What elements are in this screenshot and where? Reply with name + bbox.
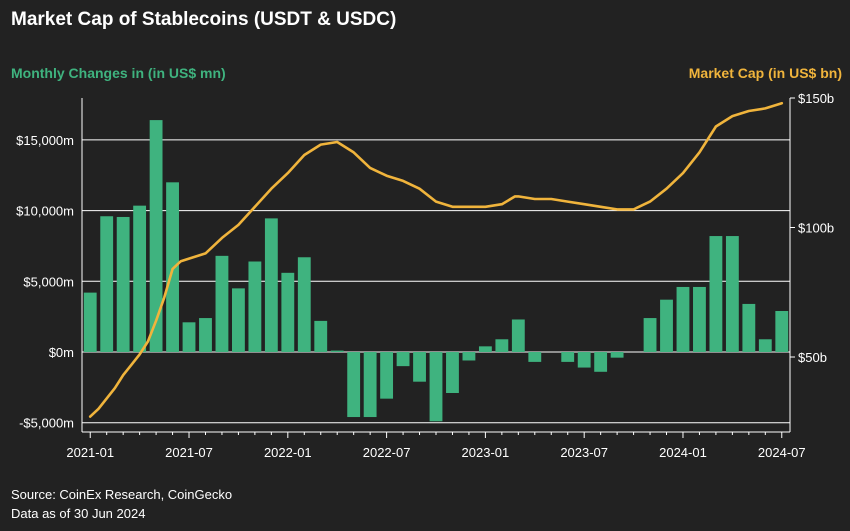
x-tick-label: 2022-01 [264, 445, 312, 460]
bar [693, 286, 706, 352]
x-tick-label: 2021-01 [66, 445, 114, 460]
bar [495, 339, 509, 352]
bar [182, 322, 196, 352]
bar [116, 216, 130, 352]
x-tick-label: 2024-01 [659, 445, 707, 460]
left-tick-label: $5,000m [23, 274, 74, 289]
right-tick-label: $50b [798, 350, 827, 365]
bar [133, 205, 147, 352]
bar [528, 352, 542, 362]
bar [775, 310, 789, 352]
bar [676, 286, 690, 352]
bar [248, 261, 262, 352]
x-tick-label: 2023-07 [560, 445, 608, 460]
left-axis-title: Monthly Changes in (in US$ mn) [11, 65, 226, 81]
bar [742, 303, 756, 352]
bar [561, 352, 575, 362]
bar [83, 292, 97, 352]
bar [478, 346, 492, 352]
bar [231, 288, 245, 352]
bar [347, 352, 361, 418]
bar [511, 319, 525, 352]
bar [725, 236, 739, 352]
bar [594, 352, 608, 372]
x-tick-label: 2021-07 [165, 445, 213, 460]
bar [314, 320, 328, 352]
x-tick-label: 2022-07 [363, 445, 411, 460]
bar [643, 318, 657, 352]
x-tick-label: 2024-07 [758, 445, 806, 460]
bar [281, 272, 295, 352]
bar [709, 236, 723, 352]
data-date-line: Data as of 30 Jun 2024 [11, 506, 146, 521]
bar [610, 352, 624, 358]
right-axis-title: Market Cap (in US$ bn) [688, 65, 842, 81]
bar [199, 318, 212, 352]
left-tick-label: $15,000m [16, 133, 74, 148]
right-tick-label: $100b [798, 221, 834, 236]
right-tick-label: $150b [798, 91, 834, 106]
bar [577, 352, 591, 368]
bar [363, 352, 377, 418]
bar [215, 255, 229, 352]
bar [264, 218, 278, 352]
market-cap-line [88, 101, 784, 418]
bar [330, 350, 344, 352]
source-line: Source: CoinEx Research, CoinGecko [11, 487, 233, 502]
bar [660, 299, 673, 352]
source-note: Source: CoinEx Research, CoinGecko Data … [11, 485, 232, 523]
bar [149, 120, 163, 352]
bar [429, 352, 443, 422]
bar [462, 352, 476, 361]
left-tick-label: $0m [49, 345, 74, 360]
bar [100, 216, 114, 352]
bar [758, 339, 772, 352]
bar [297, 257, 311, 352]
bar [380, 352, 394, 399]
bar [413, 352, 426, 382]
chart-title: Market Cap of Stablecoins (USDT & USDC) [11, 9, 397, 30]
bar [446, 352, 459, 394]
left-tick-label: $10,000m [16, 204, 74, 219]
left-tick-label: -$5,000m [19, 416, 74, 431]
x-tick-label: 2023-01 [462, 445, 510, 460]
bar [396, 352, 410, 367]
